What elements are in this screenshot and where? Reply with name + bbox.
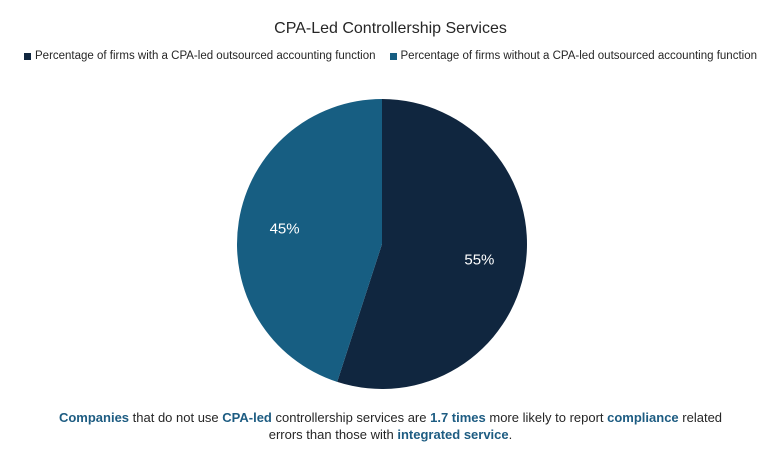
footnote-text: that do not use [129, 410, 223, 425]
footnote-highlight-cpa-led: CPA-led [222, 410, 272, 425]
footnote-highlight-companies: Companies [58, 410, 130, 425]
pie-slice-with-cpa [337, 99, 527, 390]
legend-swatch-without-cpa [389, 52, 397, 60]
pie-label-without-cpa: 45% [270, 221, 300, 238]
footnote-text: more likely to report [485, 410, 608, 425]
pie-slice-without-cpa [237, 99, 382, 382]
footnote-highlight-integrated: integrated service [397, 427, 509, 442]
footnote-highlight-compliance: compliance [607, 410, 679, 425]
footnote-highlight-times: 1.7 times [430, 410, 486, 425]
legend-item-with-cpa: Percentage of firms with a CPA-led outso… [24, 50, 376, 62]
legend-item-without-cpa: Percentage of firms without a CPA-led ou… [389, 50, 757, 62]
pie-label-with-cpa: 55% [464, 251, 494, 268]
legend-label-with-cpa: Percentage of firms with a CPA-led outso… [35, 50, 376, 62]
footnote-line-1: Companies that do not use CPA-led contro… [0, 409, 781, 426]
footnote-text: controllership services are [271, 410, 431, 425]
chart-title: CPA-Led Controllership Services [274, 20, 507, 37]
footnote-text: . [508, 427, 513, 442]
footnote-text: related [678, 410, 723, 425]
legend-label-without-cpa: Percentage of firms without a CPA-led ou… [400, 50, 757, 62]
legend: Percentage of firms with a CPA-led outso… [0, 50, 781, 62]
footnote-line-2: errors than those with integrated servic… [0, 426, 781, 443]
footnote-text: errors than those with [268, 427, 398, 442]
footnote: Companies that do not use CPA-led contro… [0, 409, 781, 443]
legend-swatch-with-cpa [24, 52, 31, 60]
